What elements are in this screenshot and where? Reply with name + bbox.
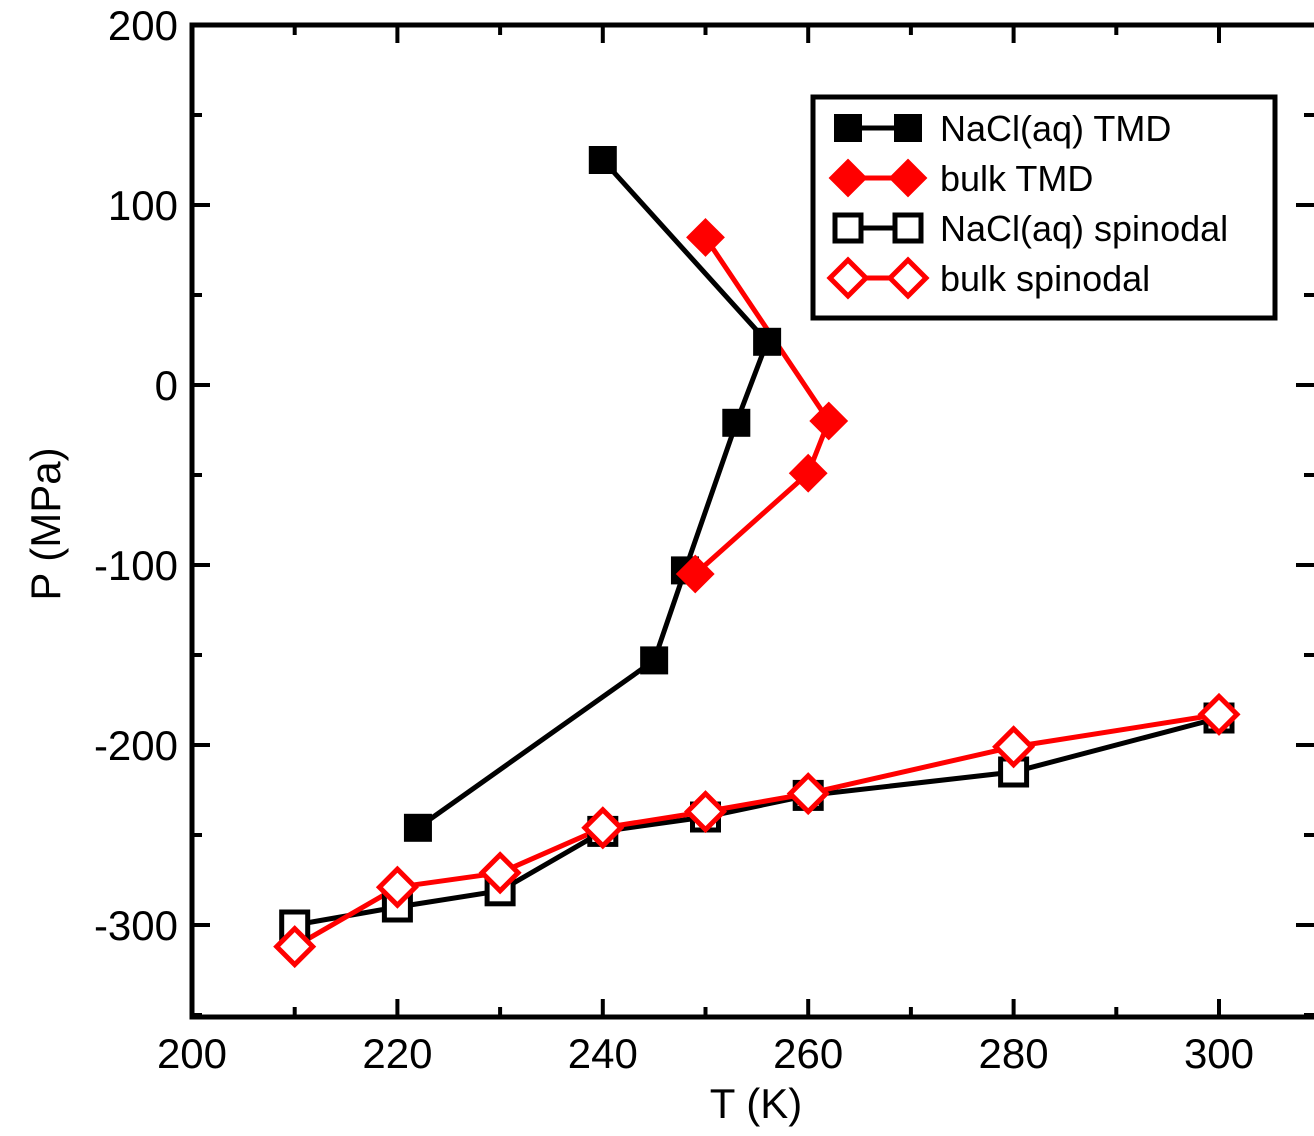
series-line-0 bbox=[416, 158, 770, 830]
data-point-series-0 bbox=[722, 408, 751, 437]
y-tick-label: 100 bbox=[108, 182, 178, 229]
data-point-series-1 bbox=[788, 453, 828, 493]
legend-marker bbox=[886, 256, 930, 300]
legend-label: bulk spinodal bbox=[940, 258, 1150, 299]
data-point-series-3 bbox=[581, 806, 625, 850]
y-tick-label: -300 bbox=[94, 902, 178, 949]
x-tick-label: 300 bbox=[1184, 1030, 1254, 1077]
data-point-series-0 bbox=[403, 813, 432, 842]
legend-marker bbox=[832, 212, 864, 244]
legend-marker bbox=[892, 212, 924, 244]
y-tick-label: -100 bbox=[94, 542, 178, 589]
x-tick-label: 240 bbox=[568, 1030, 638, 1077]
x-tick-label: 280 bbox=[979, 1030, 1049, 1077]
legend-label: NaCl(aq) TMD bbox=[940, 108, 1171, 149]
y-tick-label: 200 bbox=[108, 2, 178, 49]
data-point-series-0 bbox=[640, 646, 669, 675]
data-point-series-3 bbox=[478, 851, 522, 895]
data-point-series-0 bbox=[753, 327, 782, 356]
data-point-series-3 bbox=[375, 865, 419, 909]
y-tick-label: 0 bbox=[155, 362, 178, 409]
data-point-series-1 bbox=[675, 554, 715, 594]
legend-label: NaCl(aq) spinodal bbox=[940, 208, 1228, 249]
legend-label: bulk TMD bbox=[940, 158, 1093, 199]
legend-marker bbox=[888, 158, 928, 198]
legend-marker bbox=[894, 114, 922, 142]
data-point-series-3 bbox=[992, 725, 1036, 769]
data-point-series-3 bbox=[786, 772, 830, 816]
y-tick-label: -200 bbox=[94, 722, 178, 769]
x-tick-label: 220 bbox=[362, 1030, 432, 1077]
plot-frame bbox=[189, 22, 1314, 1020]
x-tick-label: 260 bbox=[773, 1030, 843, 1077]
data-point-series-3 bbox=[1197, 692, 1241, 736]
x-axis-label: T (K) bbox=[710, 1080, 803, 1127]
series-line-3 bbox=[293, 711, 1220, 949]
legend-marker bbox=[826, 256, 870, 300]
data-point-series-3 bbox=[683, 790, 728, 834]
y-axis-label: P (MPa) bbox=[22, 447, 69, 600]
data-point-series-3 bbox=[273, 925, 317, 969]
x-tick-label: 200 bbox=[157, 1030, 227, 1077]
legend-marker bbox=[834, 114, 862, 142]
data-point-series-0 bbox=[588, 146, 617, 174]
series-line-2 bbox=[294, 715, 1220, 928]
data-point-series-1 bbox=[686, 217, 725, 257]
legend-marker bbox=[828, 158, 868, 198]
data-point-series-1 bbox=[809, 401, 849, 441]
